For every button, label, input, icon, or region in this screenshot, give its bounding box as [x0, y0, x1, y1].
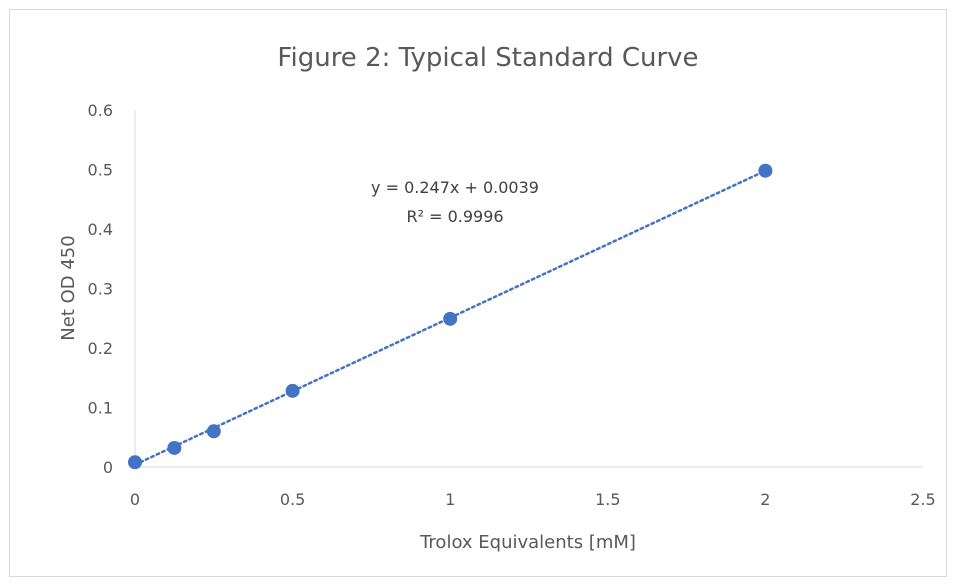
x-tick-label: 0 [130, 490, 140, 509]
data-point [758, 163, 773, 178]
x-tick-label: 1 [445, 490, 455, 509]
y-axis-ticks: 0 0.1 0.2 0.3 0.4 0.5 0.6 [88, 101, 113, 477]
trendline-equation: y = 0.247x + 0.0039 [371, 178, 539, 197]
data-point [167, 440, 182, 455]
x-tick-label: 0.5 [280, 490, 305, 509]
data-point [206, 424, 221, 439]
trendline-r-squared: R² = 0.9996 [406, 207, 503, 226]
x-tick-label: 2 [760, 490, 770, 509]
data-point [285, 383, 300, 398]
data-points [128, 163, 773, 470]
x-tick-label: 2.5 [910, 490, 935, 509]
x-axis-ticks: 0 0.5 1 1.5 2 2.5 [130, 490, 936, 509]
y-tick-label: 0.4 [88, 220, 113, 239]
data-point [443, 311, 458, 326]
y-tick-label: 0.6 [88, 101, 113, 120]
x-axis-label: Trolox Equivalents [mM] [419, 532, 636, 553]
chart-title: Figure 2: Typical Standard Curve [277, 43, 698, 73]
chart-frame [9, 9, 947, 577]
x-tick-label: 1.5 [595, 490, 620, 509]
y-axis-label: Net OD 450 [58, 235, 79, 340]
y-tick-label: 0.2 [88, 339, 113, 358]
y-tick-label: 0.1 [88, 399, 113, 418]
y-tick-label: 0.3 [88, 280, 113, 299]
y-tick-label: 0 [103, 458, 113, 477]
data-point [128, 455, 142, 470]
y-tick-label: 0.5 [88, 161, 113, 180]
